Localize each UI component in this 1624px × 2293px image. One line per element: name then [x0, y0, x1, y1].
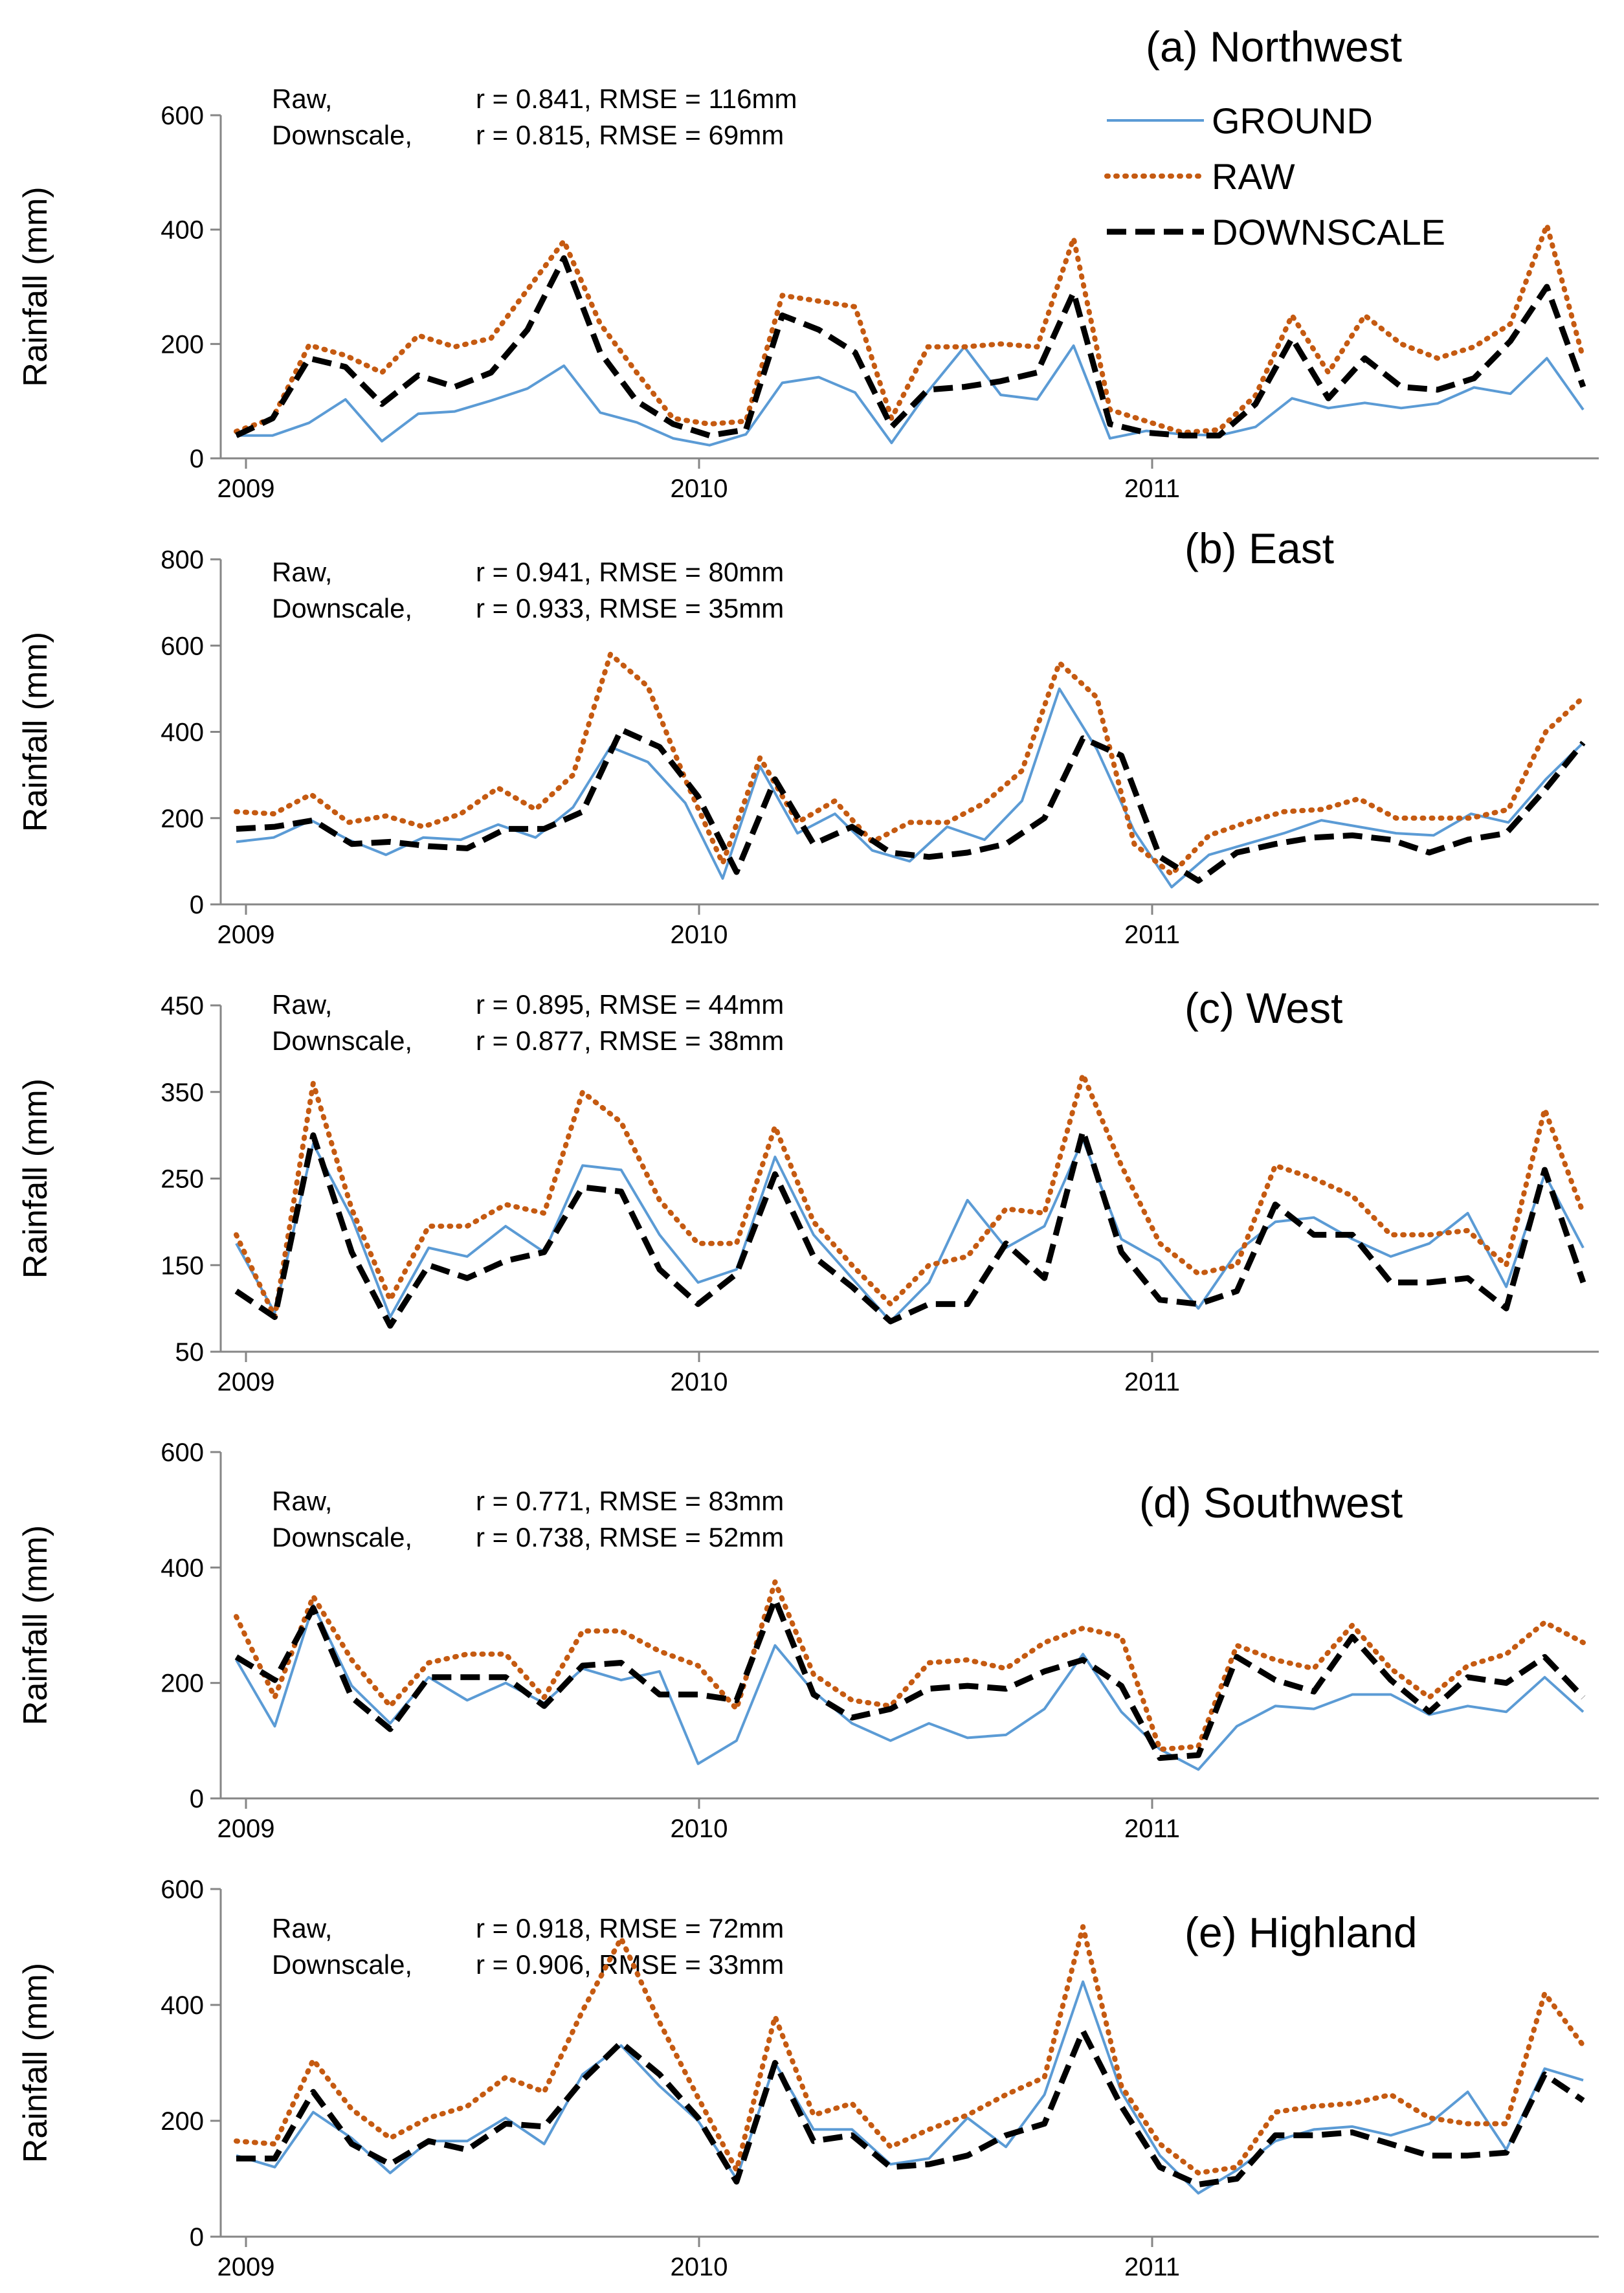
series-line-ground: [236, 344, 1585, 447]
stat-value: r = 0.941, RMSE = 80mm: [476, 557, 784, 587]
stat-label: Downscale,: [272, 1522, 412, 1552]
stat-value: r = 0.738, RMSE = 52mm: [476, 1522, 784, 1552]
series-line-raw: [234, 1579, 1586, 1752]
chart-panel: 0 200 400 600 2009 2010 2011 Rainfall (mm) (a) N…: [17, 23, 1599, 503]
x-tick-label: 2011: [1124, 1815, 1180, 1843]
series-line-raw: [234, 1924, 1586, 2176]
stat-value: r = 0.933, RMSE = 35mm: [476, 593, 784, 623]
y-tick-label: 800: [161, 546, 204, 574]
series-line-ground: [235, 1138, 1585, 1323]
series-line-raw: [234, 222, 1586, 436]
stat-label: Raw,: [272, 1913, 332, 1943]
x-tick-label: 2011: [1124, 2253, 1180, 2281]
x-tick-label: 2009: [217, 475, 275, 503]
y-tick-label: 250: [161, 1165, 204, 1194]
stat-label: Raw,: [272, 84, 332, 114]
x-tick-label: 2009: [217, 2253, 275, 2281]
stat-value: r = 0.906, RMSE = 33mm: [476, 1949, 784, 1980]
stat-value: r = 0.771, RMSE = 83mm: [476, 1486, 784, 1516]
y-tick-label: 150: [161, 1251, 204, 1280]
y-tick-label: 200: [161, 805, 204, 833]
y-tick-label: 0: [190, 445, 204, 473]
stat-label: Raw,: [272, 989, 332, 1020]
y-tick-label: 600: [161, 632, 204, 660]
stat-value: r = 0.841, RMSE = 116mm: [476, 84, 797, 114]
y-tick-label: 600: [161, 102, 204, 130]
y-tick-label: 600: [161, 1875, 204, 1904]
stat-label: Downscale,: [272, 120, 412, 150]
y-tick-label: 200: [161, 2107, 204, 2136]
x-tick-label: 2009: [217, 921, 275, 949]
stat-label: Downscale,: [272, 593, 412, 623]
x-tick-label: 2010: [671, 1815, 728, 1843]
series-line-raw: [234, 1072, 1586, 1320]
stat-value: r = 0.918, RMSE = 72mm: [476, 1913, 784, 1943]
x-tick-label: 2010: [671, 2253, 728, 2281]
series-line-ground: [236, 1980, 1584, 2195]
legend-ground-label: GROUND: [1212, 100, 1373, 141]
stat-label: Raw,: [272, 1486, 332, 1516]
y-tick-label: 200: [161, 1670, 204, 1698]
series-line-downscale: [234, 1128, 1586, 1329]
y-axis-label: Rainfall (mm): [17, 186, 54, 386]
y-tick-label: 50: [175, 1338, 205, 1367]
y-tick-label: 600: [161, 1438, 204, 1467]
x-tick-label: 2009: [217, 1368, 275, 1396]
panel-title: (a) Northwest: [1146, 23, 1402, 71]
panel-title: (c) West: [1185, 984, 1342, 1032]
y-tick-label: 400: [161, 216, 204, 245]
panel-title: (e) Highland: [1185, 1908, 1418, 1956]
y-tick-label: 200: [161, 330, 204, 359]
chart-panel: 0 200 400 600 2009 2010 2011 Rainfall (mm) (e) H…: [17, 1875, 1599, 2281]
series-line-ground: [236, 687, 1585, 889]
y-tick-label: 350: [161, 1079, 204, 1107]
y-tick-label: 450: [161, 992, 204, 1020]
series-line-downscale: [236, 726, 1586, 884]
x-tick-label: 2009: [217, 1815, 275, 1843]
legend-downscale-label: DOWNSCALE: [1212, 212, 1445, 252]
y-tick-label: 0: [190, 1785, 204, 1813]
chart-panel: 0 200 400 600 2009 2010 2011 Rainfall (mm) (d) S…: [17, 1438, 1599, 1843]
series-line-downscale: [235, 255, 1586, 439]
panel-title: (b) East: [1185, 524, 1334, 572]
x-tick-label: 2011: [1124, 1368, 1180, 1396]
y-tick-label: 400: [161, 1991, 204, 2020]
x-tick-label: 2010: [671, 921, 728, 949]
y-tick-label: 0: [190, 2223, 204, 2252]
panel-title: (d) Southwest: [1139, 1479, 1403, 1527]
y-axis-label: Rainfall (mm): [17, 632, 54, 832]
stat-label: Raw,: [272, 557, 332, 587]
stat-value: r = 0.815, RMSE = 69mm: [476, 120, 784, 150]
y-tick-label: 0: [190, 891, 204, 919]
x-tick-label: 2010: [671, 1368, 728, 1396]
x-tick-label: 2010: [671, 475, 728, 503]
chart-panel: 50 150 250 350 450 2009 2010 2011 Rainfall (mm) (…: [17, 984, 1599, 1396]
legend-raw-label: RAW: [1212, 156, 1295, 197]
stat-value: r = 0.895, RMSE = 44mm: [476, 989, 784, 1020]
panels: 0 200 400 600 2009 2010 2011 Rainfall (mm) (a) N…: [17, 23, 1599, 2281]
chart-panel: 0 200 400 600 800 2009 2010 2011 Rainfall (mm) (b…: [17, 524, 1599, 949]
y-tick-label: 400: [161, 1554, 204, 1582]
x-tick-label: 2011: [1124, 921, 1180, 949]
stat-label: Downscale,: [272, 1949, 412, 1980]
legend: GROUND RAW DOWNSCALE: [1104, 100, 1445, 252]
y-axis-label: Rainfall (mm): [17, 1963, 54, 2163]
x-tick-label: 2011: [1124, 475, 1180, 503]
y-axis-label: Rainfall (mm): [17, 1079, 54, 1279]
y-tick-label: 400: [161, 719, 204, 747]
series-line-downscale: [234, 1596, 1586, 1762]
series-line-downscale: [236, 2028, 1585, 2187]
stat-label: Downscale,: [272, 1025, 412, 1056]
series-line-ground: [235, 1604, 1585, 1771]
stat-value: r = 0.877, RMSE = 38mm: [476, 1025, 784, 1056]
series-line-raw: [234, 651, 1586, 877]
y-axis-label: Rainfall (mm): [17, 1525, 54, 1725]
